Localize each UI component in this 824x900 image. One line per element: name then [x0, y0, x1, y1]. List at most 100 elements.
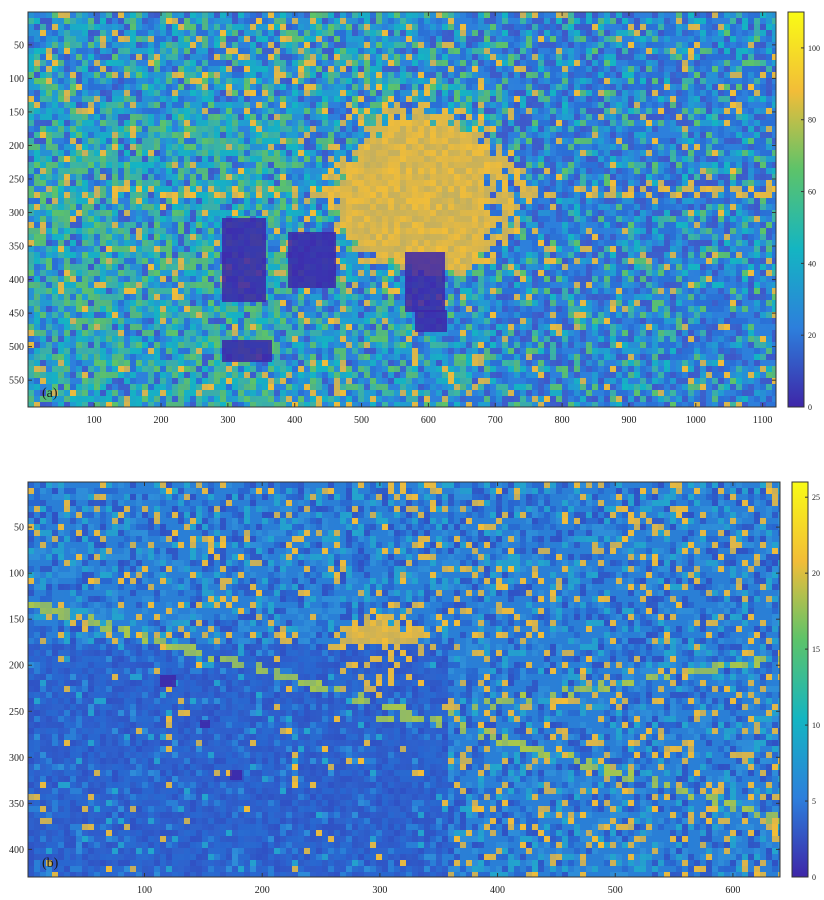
- x-tick-label: 200: [255, 885, 270, 896]
- y-tick-label: 150: [9, 107, 24, 118]
- x-tick-100: 100: [87, 12, 102, 426]
- x-tick-900: 900: [621, 12, 636, 426]
- y-tick-label: 250: [9, 707, 24, 718]
- y-tick-label: 100: [9, 569, 24, 580]
- colorbar-tick-label: 80: [808, 116, 816, 125]
- y-tick-100: 100: [9, 569, 780, 580]
- y-tick-label: 350: [9, 242, 24, 253]
- y-tick-250: 250: [9, 174, 776, 185]
- y-tick-label: 300: [9, 753, 24, 764]
- x-tick-label: 300: [220, 415, 235, 426]
- x-tick-label: 400: [490, 885, 505, 896]
- y-tick-300: 300: [9, 208, 776, 219]
- colorbar-tick-label: 20: [808, 331, 816, 340]
- x-tick-label: 300: [372, 885, 387, 896]
- colorbar-tick-0: 0: [801, 403, 812, 412]
- x-tick-label: 600: [421, 415, 436, 426]
- y-tick-label: 450: [9, 309, 24, 320]
- colorbar-tick-label: 60: [808, 188, 816, 197]
- heatmap-a-svg: 100 200 300 400 500 600 700 800 900 1000 110050100…: [9, 11, 820, 426]
- y-tick-label: 300: [9, 208, 24, 219]
- y-tick-label: 200: [9, 141, 24, 152]
- y-tick-label: 550: [9, 376, 24, 387]
- y-tick-label: 100: [9, 74, 24, 85]
- x-tick-label: 500: [354, 415, 369, 426]
- heatmap-b-svg: 100 200 300 400 500 6005010015020025030035040…: [9, 481, 820, 896]
- x-tick-500: 500: [354, 12, 369, 426]
- y-tick-50: 50: [14, 40, 776, 51]
- colorbar-tick-0: 0: [805, 873, 816, 882]
- x-tick-label: 500: [608, 885, 623, 896]
- y-tick-label: 350: [9, 799, 24, 810]
- x-tick-1100: 1100: [753, 12, 772, 426]
- y-tick-150: 150: [9, 615, 780, 626]
- colorbar-tick-20: 20: [801, 331, 816, 340]
- chart-panel-a: 100 200 300 400 500 600 700 800 900 1000 1100 50 100…: [0, 0, 824, 440]
- y-tick-450: 450: [9, 309, 776, 320]
- plot-frame: [27, 11, 777, 408]
- x-tick-100: 100: [137, 482, 152, 896]
- x-tick-label: 900: [621, 415, 636, 426]
- y-tick-400: 400: [9, 845, 780, 856]
- x-tick-label: 600: [725, 885, 740, 896]
- y-tick-350: 350: [9, 799, 780, 810]
- panel-label: (b): [42, 856, 59, 871]
- y-tick-100: 100: [9, 74, 776, 85]
- y-tick-400: 400: [9, 275, 776, 286]
- y-tick-label: 500: [9, 342, 24, 353]
- heatmap-image-a: [28, 12, 776, 407]
- y-tick-label: 200: [9, 661, 24, 672]
- y-tick-label: 150: [9, 615, 24, 626]
- colorbar-tick-60: 60: [801, 188, 816, 197]
- panel-label: (a): [42, 386, 58, 401]
- x-tick-500: 500: [608, 482, 623, 896]
- x-tick-label: 700: [488, 415, 503, 426]
- x-tick-label: 100: [137, 885, 152, 896]
- x-tick-200: 200: [255, 482, 270, 896]
- x-tick-300: 300: [372, 482, 387, 896]
- colorbar-tick-5: 5: [805, 797, 816, 806]
- colorbar-tick-label: 40: [808, 259, 816, 268]
- y-tick-label: 250: [9, 174, 24, 185]
- colorbar-tick-100: 100: [801, 44, 820, 53]
- colorbar: 0 5 10 15 20 25: [791, 481, 820, 882]
- colorbar-tick-25: 25: [805, 493, 820, 502]
- x-tick-300: 300: [220, 12, 235, 426]
- colorbar-tick-label: 25: [812, 493, 820, 502]
- x-tick-400: 400: [287, 12, 302, 426]
- y-tick-label: 50: [14, 523, 24, 534]
- x-tick-200: 200: [154, 12, 169, 426]
- y-tick-350: 350: [9, 242, 776, 253]
- colorbar-tick-20: 20: [805, 569, 820, 578]
- y-tick-label: 400: [9, 845, 24, 856]
- x-tick-600: 600: [421, 12, 436, 426]
- y-tick-label: 400: [9, 275, 24, 286]
- x-tick-600: 600: [725, 482, 740, 896]
- colorbar-tick-label: 15: [812, 645, 820, 654]
- colorbar-tick-label: 10: [812, 721, 820, 730]
- x-tick-700: 700: [488, 12, 503, 426]
- y-tick-500: 500: [9, 342, 776, 353]
- y-tick-200: 200: [9, 141, 776, 152]
- colorbar-tick-15: 15: [805, 645, 820, 654]
- y-tick-550: 550: [9, 376, 776, 387]
- colorbar-tick-label: 0: [808, 403, 812, 412]
- colorbar-tick-label: 5: [812, 797, 816, 806]
- x-tick-label: 1000: [686, 415, 706, 426]
- plot-frame: [27, 481, 781, 878]
- x-tick-label: 100: [87, 415, 102, 426]
- heatmap-image-b: [28, 482, 780, 877]
- x-tick-label: 200: [154, 415, 169, 426]
- colorbar-tick-10: 10: [805, 721, 820, 730]
- y-tick-50: 50: [14, 523, 780, 534]
- colorbar-tick-80: 80: [801, 116, 816, 125]
- y-tick-label: 50: [14, 40, 24, 51]
- y-tick-250: 250: [9, 707, 780, 718]
- colorbar-tick-label: 0: [812, 873, 816, 882]
- colorbar-tick-label: 20: [812, 569, 820, 578]
- x-tick-label: 800: [555, 415, 570, 426]
- x-tick-400: 400: [490, 482, 505, 896]
- y-tick-200: 200: [9, 661, 780, 672]
- colorbar: 0 20 40 60 80 100: [787, 11, 820, 412]
- chart-panel-b: 100 200 300 400 500 600 50 100 150 200 250 300 350 40…: [0, 470, 824, 900]
